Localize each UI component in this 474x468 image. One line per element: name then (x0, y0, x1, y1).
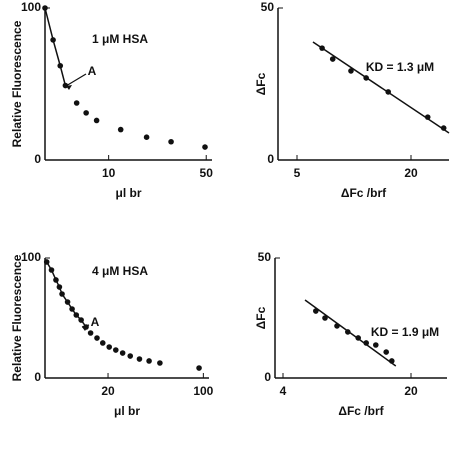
y-tick-label: 100 (21, 0, 41, 14)
point (127, 353, 134, 359)
annotation: 1 μM HSA (92, 32, 148, 46)
y-axis-label: ΔFc (254, 306, 268, 329)
line (312, 41, 450, 134)
annotation: A (88, 64, 97, 78)
point (83, 324, 89, 330)
point (146, 358, 152, 364)
point (202, 144, 208, 150)
point (117, 126, 124, 133)
annotation: KD = 1.3 μM (366, 60, 434, 74)
point (94, 335, 100, 341)
point (99, 340, 106, 346)
point (348, 68, 354, 74)
y-tick-label: 0 (264, 370, 271, 384)
x-tick-label: 20 (404, 166, 418, 180)
x-tick-label: 20 (101, 384, 115, 398)
point (119, 350, 126, 356)
point (42, 5, 48, 11)
arrow (65, 73, 87, 87)
x-axis-label: μl br (114, 404, 140, 418)
point (106, 344, 113, 350)
x-tick-label: 20 (404, 384, 418, 398)
point (50, 37, 56, 43)
point (143, 134, 150, 140)
y-tick-label: 100 (21, 250, 41, 264)
point (53, 277, 59, 283)
y-axis-label: ΔFc (254, 72, 268, 95)
point (112, 347, 119, 353)
point (383, 349, 390, 355)
annotation: KD = 1.9 μM (371, 325, 439, 339)
point (329, 56, 336, 62)
annotation: 4 μM HSA (92, 264, 148, 278)
line (304, 299, 397, 367)
line (46, 261, 87, 328)
x-axis-label: ΔFc /brf (341, 186, 387, 200)
y-axis-label: Relative Fluorescence (10, 20, 24, 147)
x-tick-label: 4 (280, 384, 287, 398)
point (64, 299, 71, 305)
point (322, 315, 328, 321)
x-tick-label: 100 (193, 384, 213, 398)
point (73, 100, 80, 106)
y-axis-label: Relative Fluorescence (10, 254, 24, 381)
point (43, 259, 50, 265)
point (136, 356, 143, 362)
point (87, 330, 94, 336)
point (196, 365, 202, 371)
point (69, 306, 75, 312)
y-tick-label: 0 (34, 370, 41, 384)
point (62, 82, 69, 89)
point (93, 117, 100, 124)
point (373, 342, 379, 348)
point (56, 284, 63, 290)
x-axis-label: ΔFc /brf (338, 404, 384, 418)
y-tick-label: 50 (261, 0, 275, 14)
point (73, 312, 80, 318)
y-tick-label: 0 (34, 152, 41, 166)
x-tick-label: 50 (200, 166, 214, 180)
y-tick-label: 50 (258, 250, 272, 264)
annotation: A (91, 315, 100, 329)
x-tick-label: 5 (294, 166, 301, 180)
line (44, 7, 67, 86)
x-tick-label: 10 (102, 166, 116, 180)
point (83, 110, 89, 116)
point (59, 291, 65, 297)
point (57, 62, 64, 69)
x-axis-label: μl br (115, 186, 141, 200)
point (157, 360, 163, 366)
y-tick-label: 0 (267, 152, 274, 166)
point (168, 138, 174, 145)
point (78, 317, 84, 323)
point (48, 267, 55, 273)
